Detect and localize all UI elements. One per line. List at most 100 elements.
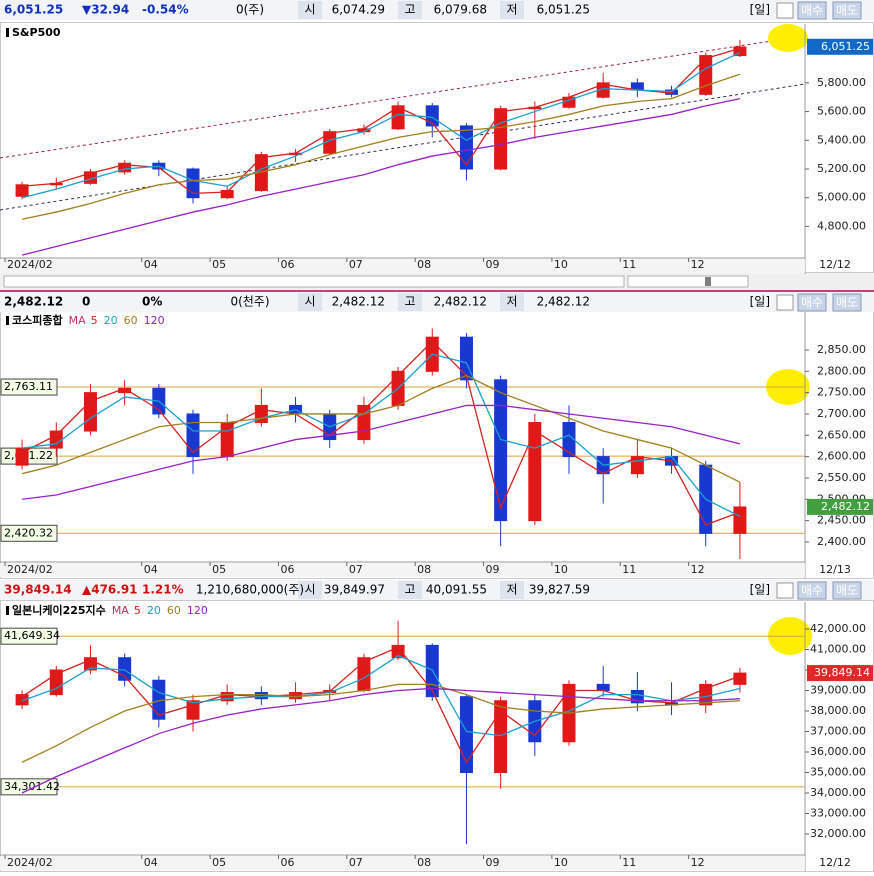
- header-cell: [298, 1, 322, 19]
- legend-title: 일본니케이225지수: [12, 603, 106, 617]
- x-tick-label: 2024/02: [7, 258, 53, 271]
- buy-label: 매수: [801, 584, 823, 598]
- header-pct: 0%: [142, 295, 162, 309]
- scrollbar-track[interactable]: [3, 275, 625, 288]
- date-label: 12/12: [819, 258, 851, 271]
- header-change: ▼32.94: [82, 3, 129, 17]
- legend-marker: [6, 606, 9, 615]
- legend-title: S&P500: [12, 26, 61, 39]
- candle-body: [425, 105, 439, 127]
- sell-label: 매도: [836, 4, 858, 18]
- candle-body: [733, 46, 747, 57]
- reference-label-box: [0, 524, 58, 542]
- x-tick-label: 2024/02: [7, 856, 53, 869]
- header-cell: [500, 1, 524, 19]
- ma-line: [21, 52, 741, 199]
- y-tick-label: 5,800.00: [817, 76, 866, 89]
- legend-entry: 20: [147, 604, 161, 617]
- y-tick-label: 5,000.00: [817, 191, 866, 204]
- x-tick-label: 04: [144, 856, 158, 869]
- x-tick-label: 08: [417, 563, 431, 576]
- legend-entry: 60: [124, 314, 138, 327]
- sell-button[interactable]: [832, 1, 862, 20]
- last-price-box: [807, 665, 873, 682]
- header-cell: [398, 293, 422, 311]
- candle-body: [733, 506, 747, 534]
- x-tick-label: 12: [691, 258, 705, 271]
- header-change: ▲476.91: [82, 583, 138, 597]
- header-cell: [398, 1, 422, 19]
- sell-button[interactable]: [832, 293, 862, 312]
- reference-label: 34,301.42: [4, 780, 60, 793]
- y-tick-label: 5,200.00: [817, 162, 866, 175]
- header-volume: 1,210,680,000(주): [196, 583, 304, 597]
- candle-body: [15, 694, 29, 706]
- x-tick-label: 04: [144, 563, 158, 576]
- candle-body: [220, 190, 234, 199]
- legend-title: 코스피종합: [12, 313, 63, 327]
- x-tick-label: 09: [486, 258, 500, 271]
- header-period: [일]: [750, 3, 770, 17]
- header-low-label: 저: [506, 3, 517, 17]
- candle-body: [596, 683, 610, 692]
- x-tick-label: 09: [486, 563, 500, 576]
- x-tick-label: 11: [622, 258, 636, 271]
- buy-button[interactable]: [797, 581, 827, 600]
- y-tick-label: 2,550.00: [817, 471, 866, 484]
- x-tick-label: 08: [417, 856, 431, 869]
- trend-line: [0, 83, 806, 211]
- ma-line: [21, 73, 741, 220]
- candle-body: [459, 125, 473, 170]
- header-low: 2,482.12: [537, 295, 590, 309]
- header-high-label: 고: [404, 3, 415, 17]
- header-cell: [298, 581, 322, 599]
- last-price-label: 6,051.25: [821, 40, 870, 53]
- last-price-label: 2,482.12: [821, 500, 870, 513]
- legend-entry: 60: [167, 604, 181, 617]
- zoom-thumb[interactable]: [705, 277, 711, 286]
- header-price: 6,051.25: [4, 3, 63, 17]
- x-tick-label: 10: [554, 563, 568, 576]
- header-low: 6,051.25: [537, 3, 590, 17]
- header-cell: [298, 293, 322, 311]
- candle-body: [220, 421, 234, 458]
- ma-line: [21, 646, 741, 764]
- zoom-controls[interactable]: [627, 275, 749, 288]
- candle-body: [459, 696, 473, 774]
- x-tick-label: 06: [280, 856, 294, 869]
- legend-marker: [6, 316, 9, 325]
- buy-button[interactable]: [797, 293, 827, 312]
- x-tick-label: 10: [554, 258, 568, 271]
- buy-button[interactable]: [797, 1, 827, 20]
- legend-ma-label: MA: [69, 314, 86, 327]
- legend-entry: 120: [187, 604, 208, 617]
- ma-line: [21, 654, 741, 737]
- candle-body: [733, 672, 747, 685]
- y-tick-label: 4,800.00: [817, 219, 866, 232]
- reference-label-box: [0, 447, 58, 465]
- y-tick-label: 42,000.00: [810, 622, 866, 635]
- header-change: 0: [82, 295, 90, 309]
- last-price-box: [807, 38, 873, 55]
- header-volume: 0(천주): [230, 294, 269, 309]
- x-tick-label: 07: [349, 856, 363, 869]
- x-axis-band: [0, 259, 805, 273]
- legend-entry: 5: [134, 604, 141, 617]
- ma-line: [21, 374, 741, 483]
- settings-button[interactable]: [776, 294, 794, 311]
- x-tick-label: 08: [417, 258, 431, 271]
- candle-body: [83, 392, 97, 432]
- settings-button[interactable]: [776, 582, 794, 599]
- reference-label: 2,420.32: [4, 526, 53, 539]
- reference-label: 41,649.34: [4, 629, 60, 642]
- settings-button[interactable]: [776, 2, 794, 19]
- header-low-label: 저: [506, 583, 517, 597]
- sell-button[interactable]: [832, 581, 862, 600]
- y-tick-label: 5,600.00: [817, 105, 866, 118]
- y-tick-label: 2,650.00: [817, 428, 866, 441]
- header-open-label: 시: [304, 3, 315, 17]
